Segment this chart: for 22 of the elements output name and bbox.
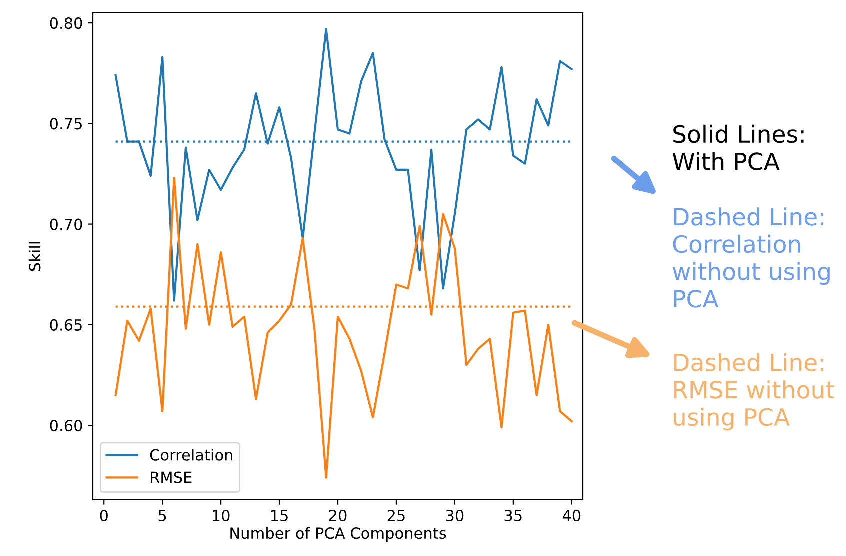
y-tick-label: 0.60 — [50, 420, 82, 432]
text: Solid Lines: With PCA — [672, 124, 804, 171]
text: Dashed Line: RMSE without using PCA — [674, 353, 834, 431]
x-axis-title: Number of PCA Components — [230, 527, 446, 542]
x-tick-label: 0 — [100, 510, 108, 522]
x-tick-label: 35 — [504, 510, 522, 522]
x-tick-label: 25 — [388, 510, 405, 522]
y-tick-label: 0.70 — [50, 218, 82, 230]
y-tick-label: 0.75 — [50, 118, 82, 130]
x-tick-label: 5 — [158, 510, 166, 522]
text: Dashed Line: Correlation without using PCA — [672, 208, 830, 308]
y-tick-label: 0.65 — [50, 319, 82, 331]
y-tick-label: 0.80 — [50, 18, 82, 30]
y-axis-title: Skill — [28, 242, 41, 272]
line-series — [114, 28, 573, 302]
x-tick-label: 10 — [213, 510, 230, 522]
x-tick-label: 40 — [562, 510, 581, 522]
legend-label: Correlation — [150, 449, 232, 461]
legend-label: RMSE — [151, 472, 192, 484]
x-tick-label: 20 — [329, 510, 347, 522]
x-tick-label: 30 — [446, 510, 464, 522]
x-tick-label: 15 — [271, 510, 288, 522]
